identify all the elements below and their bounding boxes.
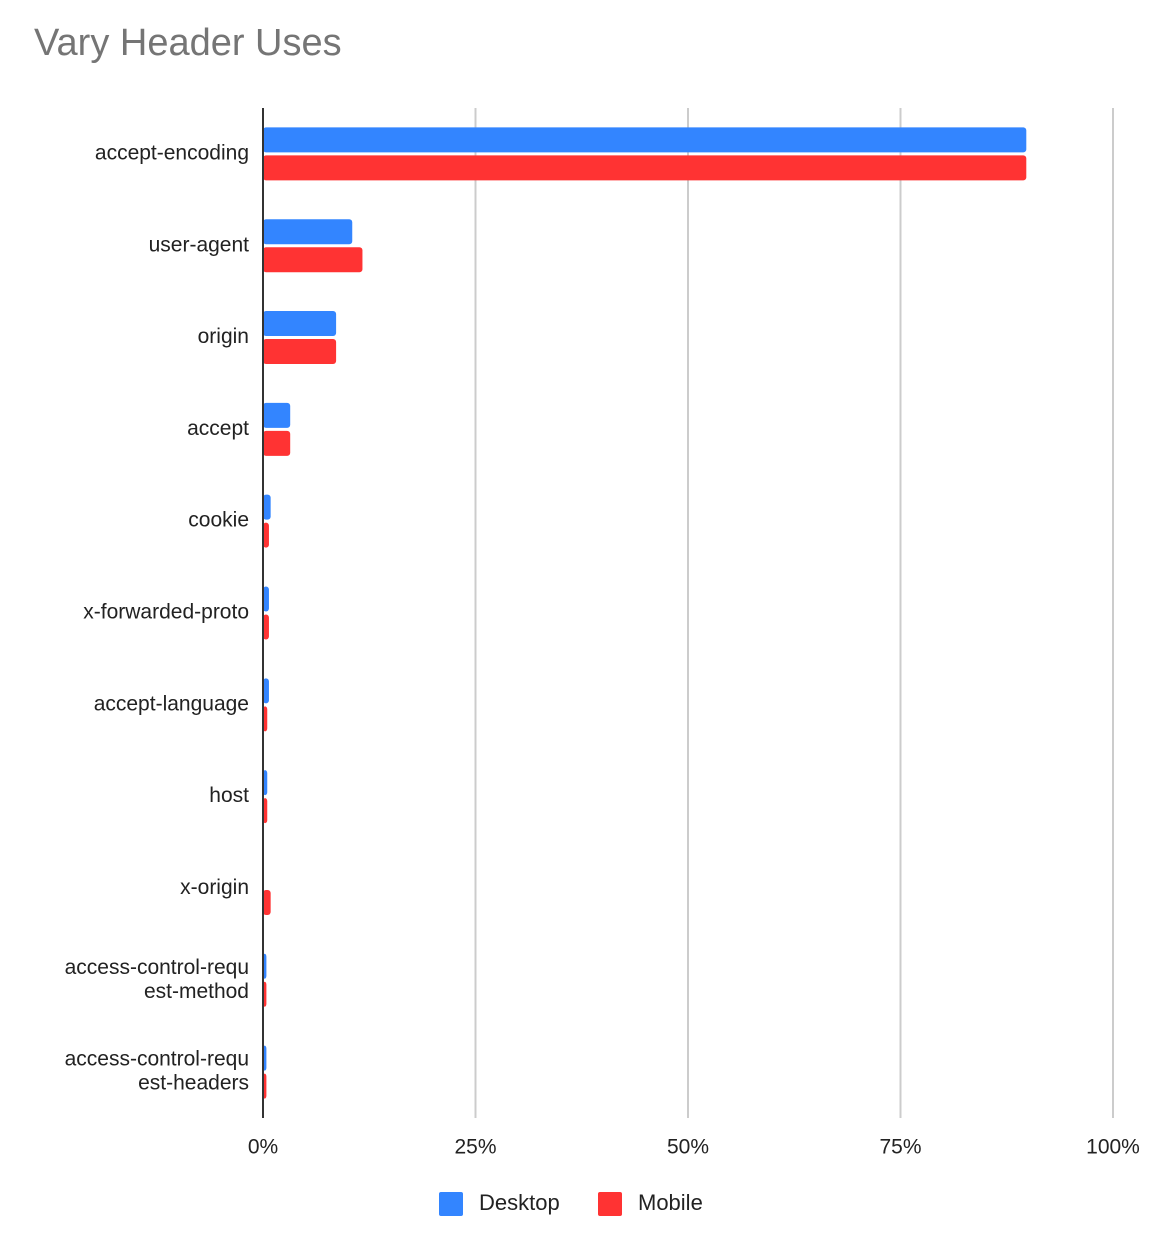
bar-desktop: [263, 494, 271, 520]
bar-mobile: [263, 430, 291, 456]
legend-label-desktop: Desktop: [479, 1190, 560, 1215]
bar-desktop: [263, 219, 353, 245]
x-tick-labels: 0% 25% 50% 75% 100%: [248, 1136, 1140, 1159]
category-label: x-forwarded-proto: [83, 601, 249, 624]
category-label: cookie: [188, 509, 249, 532]
category-label: access-control-requ: [65, 956, 249, 979]
bar-desktop: [263, 770, 268, 796]
x-tick-label: 0%: [248, 1136, 278, 1159]
category-label: accept-encoding: [95, 141, 249, 164]
bars: [263, 127, 1027, 1099]
legend-swatch-mobile: [598, 1192, 622, 1216]
x-tick-label: 100%: [1086, 1136, 1140, 1159]
bar-mobile: [263, 155, 1027, 181]
legend: Desktop Mobile: [439, 1190, 703, 1216]
x-tick-label: 25%: [454, 1136, 496, 1159]
grid-lines: [474, 108, 1114, 1118]
bar-desktop: [263, 311, 337, 337]
bar-mobile: [263, 339, 337, 365]
x-tick-label: 50%: [667, 1136, 709, 1159]
bar-mobile: [263, 614, 269, 640]
legend-label-mobile: Mobile: [638, 1190, 703, 1215]
bar-desktop: [263, 402, 291, 428]
bar-desktop: [263, 678, 269, 704]
chart-title: Vary Header Uses: [34, 22, 342, 64]
category-label: x-origin: [180, 876, 249, 899]
bar-mobile: [263, 889, 271, 915]
bar-mobile: [263, 798, 268, 824]
category-label: accept: [187, 417, 249, 440]
category-label: user-agent: [149, 233, 250, 256]
legend-swatch-desktop: [439, 1192, 463, 1216]
bar-mobile: [263, 247, 363, 273]
category-label: est-method: [144, 980, 249, 1003]
x-tick-label: 75%: [879, 1136, 921, 1159]
category-label: access-control-requ: [65, 1048, 249, 1071]
category-labels: accept-encoding user-agent origin accept coo…: [65, 141, 250, 1094]
bar-desktop: [263, 127, 1027, 153]
bar-mobile: [263, 706, 268, 732]
bar-desktop: [263, 586, 269, 612]
bar-mobile: [263, 522, 269, 548]
category-label: est-headers: [138, 1072, 249, 1095]
category-label: accept-language: [94, 692, 249, 715]
category-label: host: [209, 784, 249, 807]
category-label: origin: [198, 325, 249, 348]
